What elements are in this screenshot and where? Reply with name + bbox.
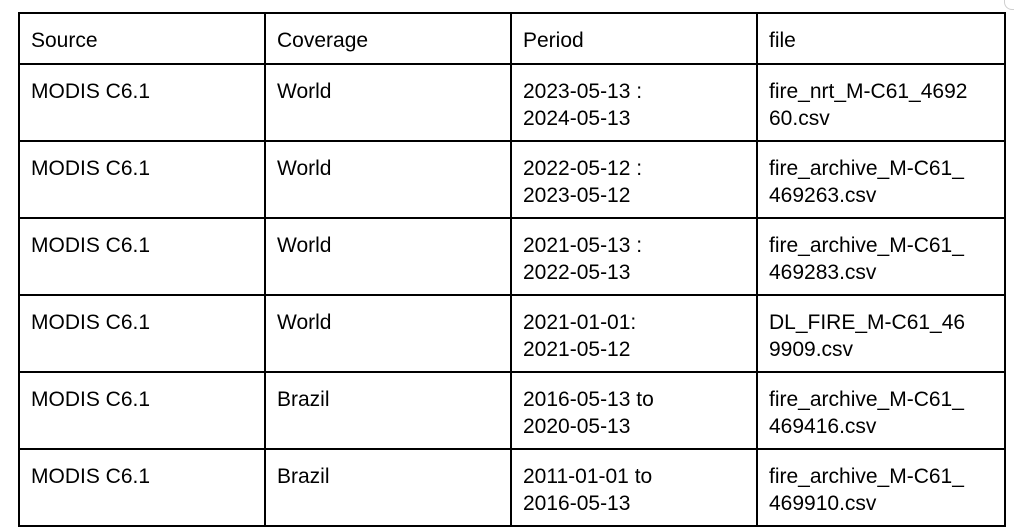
cell-period: 2021-01-01: 2021-05-12 [510,294,758,373]
cell-source: MODIS C6.1 [18,217,266,296]
table-row: MODIS C6.1 World 2023-05-13 : 2024-05-13… [18,63,1006,142]
period-end: 2016-05-13 [523,492,631,515]
cell-file: DL_FIRE_M-C61_46 9909.csv [756,294,1006,373]
table-header-row: Source Coverage Period file [18,12,1006,65]
table-row: MODIS C6.1 World 2021-05-13 : 2022-05-13… [18,217,1006,296]
cell-source: MODIS C6.1 [18,294,266,373]
cell-file: fire_nrt_M-C61_4692 60.csv [756,63,1006,142]
cell-coverage: Brazil [264,448,512,527]
header-source: Source [18,12,266,65]
period-end: 2020-05-13 [523,415,631,438]
period-start: 2021-01-01: [523,311,637,334]
file-name-part: 469263.csv [769,184,877,207]
period-end: 2024-05-13 [523,107,631,130]
table-row: MODIS C6.1 World 2022-05-12 : 2023-05-12… [18,140,1006,219]
cell-period: 2016-05-13 to 2020-05-13 [510,371,758,450]
file-name-part: 60.csv [769,107,830,130]
cell-source: MODIS C6.1 [18,140,266,219]
period-end: 2022-05-13 [523,261,631,284]
cell-file: fire_archive_M-C61_ 469910.csv [756,448,1006,527]
cell-file: fire_archive_M-C61_ 469283.csv [756,217,1006,296]
cell-coverage: Brazil [264,371,512,450]
cell-period: 2023-05-13 : 2024-05-13 [510,63,758,142]
file-name-part: DL_FIRE_M-C61_46 [769,311,966,334]
table-row: MODIS C6.1 World 2021-01-01: 2021-05-12 … [18,294,1006,373]
cell-file: fire_archive_M-C61_ 469263.csv [756,140,1006,219]
cell-source: MODIS C6.1 [18,371,266,450]
file-name-part: fire_archive_M-C61_ [769,157,964,180]
fire-data-table: Source Coverage Period file MODIS C6.1 W… [18,12,1006,527]
cell-period: 2011-01-01 to 2016-05-13 [510,448,758,527]
period-start: 2016-05-13 to [523,388,654,411]
header-coverage: Coverage [264,12,512,65]
file-name-part: fire_nrt_M-C61_4692 [769,80,968,103]
cell-coverage: World [264,294,512,373]
cell-coverage: World [264,63,512,142]
period-end: 2021-05-12 [523,338,631,361]
period-start: 2023-05-13 : [523,80,643,103]
file-name-part: 469283.csv [769,261,877,284]
cell-source: MODIS C6.1 [18,63,266,142]
table-row: MODIS C6.1 Brazil 2011-01-01 to 2016-05-… [18,448,1006,527]
period-start: 2022-05-12 : [523,157,643,180]
table-row: MODIS C6.1 Brazil 2016-05-13 to 2020-05-… [18,371,1006,450]
file-name-part: 9909.csv [769,338,854,361]
cell-coverage: World [264,140,512,219]
cell-coverage: World [264,217,512,296]
cell-source: MODIS C6.1 [18,448,266,527]
file-name-part: fire_archive_M-C61_ [769,234,964,257]
cell-period: 2022-05-12 : 2023-05-12 [510,140,758,219]
file-name-part: fire_archive_M-C61_ [769,388,964,411]
header-file: file [756,12,1006,65]
header-period: Period [510,12,758,65]
cell-period: 2021-05-13 : 2022-05-13 [510,217,758,296]
file-name-part: 469910.csv [769,492,877,515]
file-name-part: fire_archive_M-C61_ [769,465,964,488]
cell-file: fire_archive_M-C61_ 469416.csv [756,371,1006,450]
period-start: 2021-05-13 : [523,234,643,257]
period-end: 2023-05-12 [523,184,631,207]
period-start: 2011-01-01 to [523,465,653,488]
file-name-part: 469416.csv [769,415,877,438]
corner-artifact [1004,0,1014,10]
